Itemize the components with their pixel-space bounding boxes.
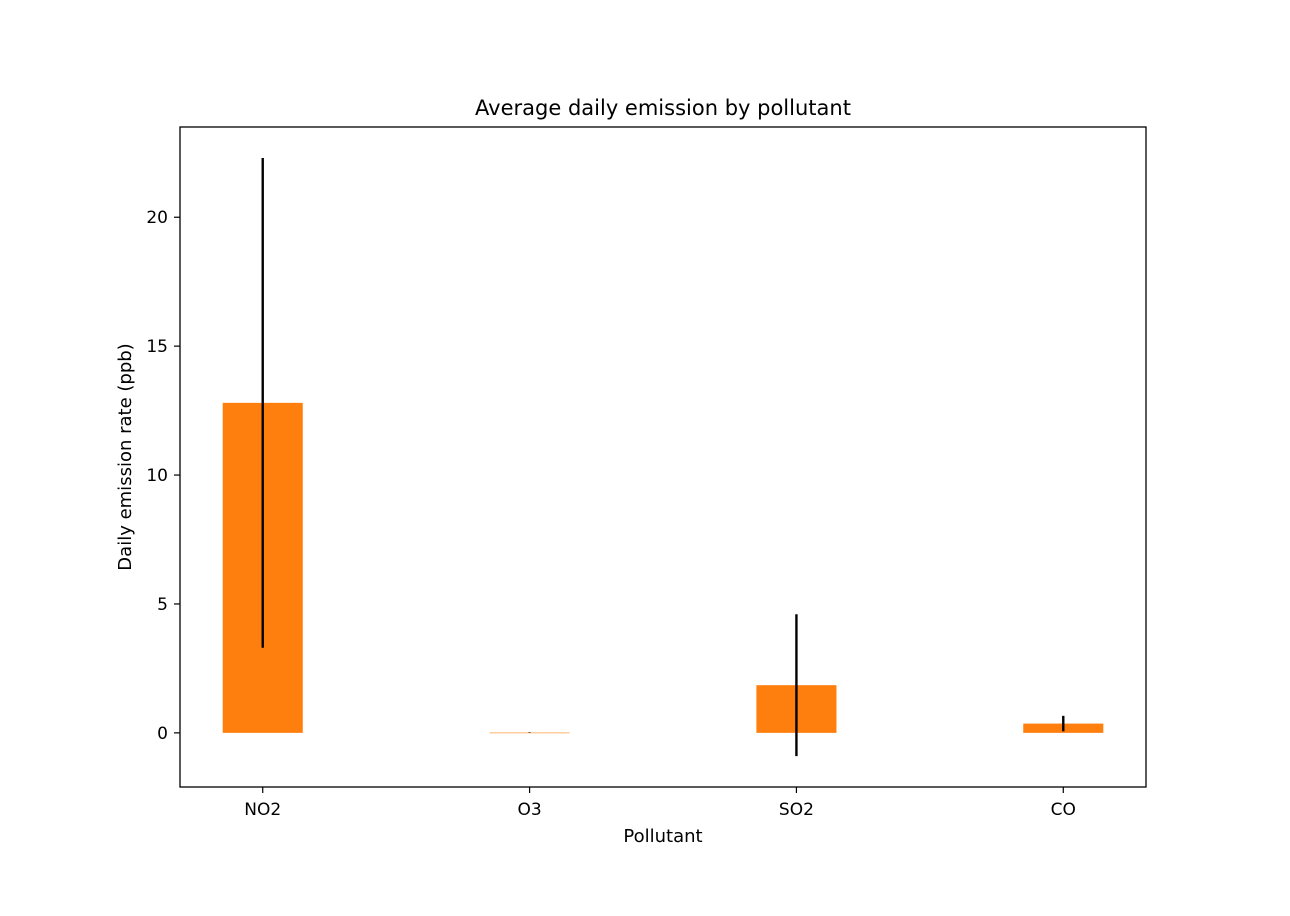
- y-tick-label: 5: [157, 595, 168, 615]
- y-tick-label: 15: [146, 337, 168, 357]
- y-axis-ticks: 0 5 10 15 20: [146, 208, 180, 744]
- x-axis-title: Pollutant: [623, 826, 702, 847]
- y-axis-title: Daily emission rate (ppb): [115, 343, 136, 570]
- plot-frame: [179, 126, 1147, 788]
- y-tick-label: 10: [146, 466, 168, 486]
- x-tick-label-o3: O3: [517, 800, 541, 820]
- y-tick-label: 0: [157, 724, 168, 744]
- chart-title: Average daily emission by pollutant: [475, 96, 851, 120]
- x-tick-label-co: CO: [1051, 800, 1076, 820]
- x-axis-ticks: NO2 O3 SO2 CO: [244, 787, 1076, 820]
- x-tick-label-no2: NO2: [244, 800, 281, 820]
- error-bars-group: [261, 157, 1065, 757]
- y-tick-label: 20: [146, 208, 168, 228]
- bars-group: [222, 402, 1104, 734]
- x-tick-label-so2: SO2: [779, 800, 814, 820]
- bar-o3: [489, 732, 570, 734]
